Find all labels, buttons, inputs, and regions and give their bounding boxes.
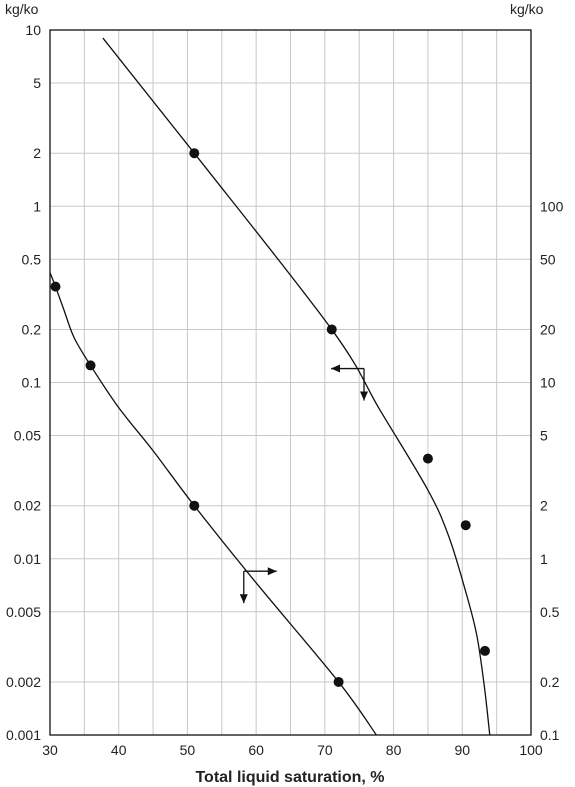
series-2-point xyxy=(422,453,433,464)
y-tick-label-right: 50 xyxy=(540,251,556,267)
x-tick-label: 80 xyxy=(386,742,402,758)
arrow-left-axis-head-vertical xyxy=(360,391,369,401)
x-tick-label: 100 xyxy=(519,742,543,758)
series-3-point xyxy=(50,281,61,292)
right-axis-unit-label: kg/ko xyxy=(510,1,544,17)
x-tick-label: 60 xyxy=(248,742,264,758)
series-2-point xyxy=(460,520,471,531)
y-tick-label-right: 20 xyxy=(540,321,556,337)
y-tick-label-left: 0.02 xyxy=(14,498,41,514)
y-tick-label-left: 0.01 xyxy=(14,551,41,567)
series-1-curve xyxy=(102,37,491,736)
series-2-point xyxy=(479,645,490,656)
y-tick-label-left: 0.1 xyxy=(22,375,42,391)
y-tick-label-right: 5 xyxy=(540,428,548,444)
plot-frame xyxy=(49,29,532,736)
x-tick-label: 90 xyxy=(454,742,470,758)
arrow-right-axis-head-horizontal xyxy=(267,567,277,576)
y-tick-label-left: 2 xyxy=(33,145,41,161)
series-3-point xyxy=(85,360,96,371)
y-tick-label-left: 0.001 xyxy=(6,727,41,743)
y-tick-label-right: 0.5 xyxy=(540,604,560,620)
x-tick-label: 40 xyxy=(111,742,127,758)
x-tick-label: 30 xyxy=(42,742,58,758)
series-3-curve xyxy=(49,272,377,736)
y-tick-label-left: 10 xyxy=(25,22,41,38)
y-tick-label-right: 0.2 xyxy=(540,674,560,690)
y-tick-label-left: 0.002 xyxy=(6,674,41,690)
x-tick-label: 70 xyxy=(317,742,333,758)
arrow-right-axis-head-vertical xyxy=(239,594,248,604)
y-tick-label-right: 0.1 xyxy=(540,727,560,743)
y-tick-label-left: 0.2 xyxy=(22,321,42,337)
y-tick-label-right: 1 xyxy=(540,551,548,567)
series-3-point xyxy=(333,676,344,687)
series-1-point xyxy=(189,148,200,159)
y-tick-label-right: 2 xyxy=(540,498,548,514)
y-tick-label-left: 5 xyxy=(33,75,41,91)
y-tick-label-left: 0.5 xyxy=(22,251,42,267)
left-axis-unit-label: kg/ko xyxy=(5,1,39,17)
y-tick-label-right: 10 xyxy=(540,375,556,391)
points-layer xyxy=(50,148,490,687)
y-tick-label-right: 100 xyxy=(540,198,564,214)
arrows-layer xyxy=(239,364,369,604)
x-axis-label: Total liquid saturation, % xyxy=(195,769,384,786)
tick-labels: 30 40 50 60 70 80 90 100 10 5 2 1 0.5 0.2 0.1 0.05 0.02 0… xyxy=(6,22,564,758)
grid-layer xyxy=(50,30,531,735)
series-3-point xyxy=(189,500,200,511)
series-1-point xyxy=(326,324,337,335)
curves-layer xyxy=(49,37,491,736)
arrow-left-axis-head-horizontal xyxy=(331,364,341,373)
y-tick-label-left: 0.005 xyxy=(6,604,41,620)
y-tick-label-left: 1 xyxy=(33,198,41,214)
x-tick-label: 50 xyxy=(180,742,196,758)
y-tick-label-left: 0.05 xyxy=(14,428,41,444)
